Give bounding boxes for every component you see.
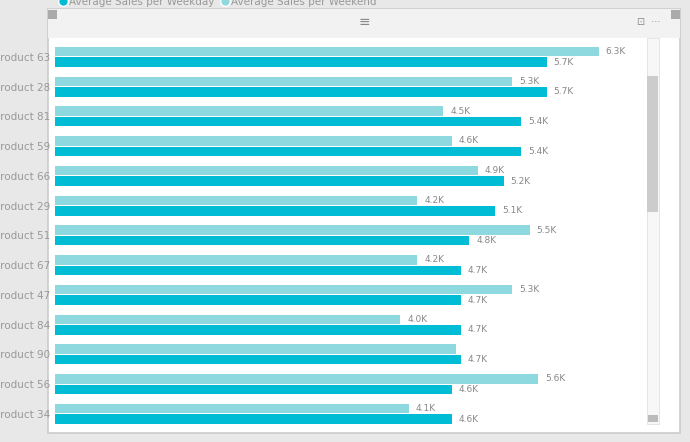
Text: 5.6K: 5.6K [545,374,565,383]
Text: 5.5K: 5.5K [537,225,557,235]
Bar [55,195,417,205]
Text: 5.3K: 5.3K [520,77,540,86]
Text: 5.4K: 5.4K [528,117,548,126]
Bar [55,176,504,186]
Text: 4.6K: 4.6K [459,385,479,394]
Bar [55,236,469,245]
Bar [55,266,460,275]
Bar [55,47,599,56]
Text: 4.2K: 4.2K [424,255,444,264]
Bar [55,374,538,384]
Text: 5.7K: 5.7K [553,88,574,96]
Bar [55,255,417,264]
Text: 5.4K: 5.4K [528,147,548,156]
Bar [55,355,460,365]
Bar [55,87,546,97]
Text: 5.2K: 5.2K [511,177,531,186]
Text: 4.6K: 4.6K [459,415,479,424]
Text: 4.2K: 4.2K [424,196,444,205]
Bar [55,136,452,145]
Text: 4.7K: 4.7K [468,266,488,275]
Text: ≡: ≡ [358,15,370,29]
Bar [55,344,456,354]
Text: 4.0K: 4.0K [407,315,427,324]
Text: 4.1K: 4.1K [415,404,436,413]
Text: 4.5K: 4.5K [450,107,471,115]
Bar [55,385,452,394]
Text: 6.3K: 6.3K [606,47,626,56]
Bar [55,76,512,86]
Text: 4.6K: 4.6K [459,136,479,145]
Bar [55,166,477,175]
Bar [55,415,452,424]
Bar [55,117,521,126]
Legend: Average Sales per Weekday, Average Sales per Weekend: Average Sales per Weekday, Average Sales… [61,0,376,7]
Text: 4.8K: 4.8K [476,236,496,245]
Text: 4.7K: 4.7K [468,296,488,305]
Bar [55,225,530,235]
Text: 5.1K: 5.1K [502,206,522,215]
Bar [55,106,443,116]
Text: 4.9K: 4.9K [484,166,505,175]
Text: ⊡  ···: ⊡ ··· [638,17,661,27]
Text: 5.7K: 5.7K [553,58,574,67]
Bar [55,295,460,305]
Bar [55,147,521,156]
Bar [55,315,400,324]
Bar [55,206,495,216]
Bar [55,285,512,294]
Text: 5.3K: 5.3K [520,285,540,294]
Text: 4.7K: 4.7K [468,355,488,364]
Bar [55,325,460,335]
Bar [55,404,408,413]
Bar [55,57,546,67]
Text: 4.7K: 4.7K [468,325,488,335]
